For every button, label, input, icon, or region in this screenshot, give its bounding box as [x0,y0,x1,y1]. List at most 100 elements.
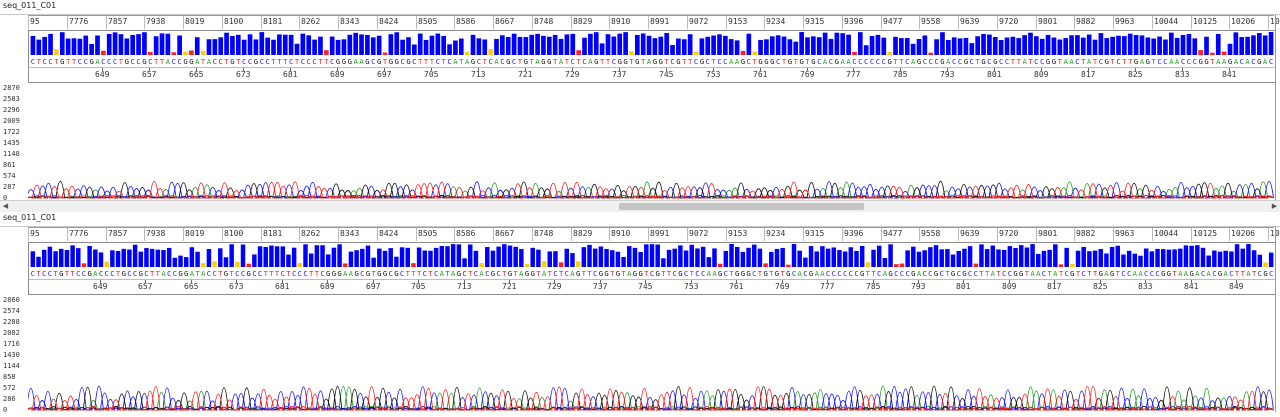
base-call[interactable]: G [676,57,680,66]
base-call[interactable]: G [1189,269,1193,278]
base-call[interactable]: C [803,269,807,278]
base-call[interactable]: T [1017,57,1022,66]
base-call[interactable]: T [430,57,435,66]
base-call[interactable]: G [763,269,767,278]
base-call[interactable]: C [76,269,80,278]
base-call[interactable]: C [837,269,841,278]
base-call[interactable]: G [383,269,387,278]
base-call[interactable]: T [65,269,70,278]
base-call[interactable]: A [815,269,820,278]
base-call[interactable]: G [993,57,997,66]
base-call[interactable]: C [1212,269,1216,278]
base-call[interactable]: G [741,269,745,278]
base-call[interactable]: T [315,269,320,278]
base-call[interactable]: C [177,57,181,66]
base-call[interactable]: C [412,57,416,66]
base-call[interactable]: G [1167,269,1171,278]
base-call[interactable]: C [512,57,516,66]
base-call[interactable]: C [724,269,728,278]
base-call[interactable]: T [1252,269,1257,278]
base-call[interactable]: C [500,57,504,66]
base-call[interactable]: C [1229,269,1233,278]
base-call[interactable]: C [843,269,847,278]
base-call[interactable]: C [212,269,216,278]
base-call[interactable]: C [1269,269,1273,278]
base-call[interactable]: C [701,269,705,278]
base-call[interactable]: T [576,57,581,66]
base-call[interactable]: C [1157,57,1161,66]
base-call[interactable]: G [125,57,129,66]
base-call[interactable]: G [457,269,461,278]
base-call[interactable]: C [876,57,880,66]
base-call[interactable]: C [241,269,245,278]
base-call[interactable]: G [1228,57,1232,66]
base-call[interactable]: G [59,269,63,278]
base-call[interactable]: T [1241,269,1246,278]
base-call[interactable]: T [711,57,716,66]
base-call[interactable]: C [173,269,177,278]
base-call[interactable]: C [172,57,176,66]
base-call[interactable]: C [303,269,307,278]
base-call[interactable]: A [1169,57,1174,66]
base-call[interactable]: G [940,57,944,66]
base-call[interactable]: G [1052,57,1056,66]
base-call[interactable]: T [1011,57,1016,66]
base-call[interactable]: G [735,269,739,278]
base-call[interactable]: C [144,269,148,278]
base-call[interactable]: T [229,269,234,278]
base-call[interactable]: A [911,57,916,66]
base-call[interactable]: G [506,57,510,66]
base-call[interactable]: G [508,269,512,278]
base-call[interactable]: G [718,269,722,278]
base-call[interactable]: C [248,57,252,66]
base-call[interactable]: G [1218,269,1222,278]
base-call[interactable]: C [1034,57,1038,66]
base-call[interactable]: A [946,57,951,66]
base-call[interactable]: G [224,269,228,278]
base-call[interactable]: C [694,57,698,66]
base-call[interactable]: T [1025,269,1030,278]
base-call[interactable]: C [289,57,293,66]
base-call[interactable]: G [254,57,258,66]
base-call[interactable]: G [700,57,704,66]
base-call[interactable]: C [131,57,135,66]
base-call[interactable]: G [491,269,495,278]
base-call[interactable]: A [570,269,575,278]
base-call[interactable]: C [934,57,938,66]
base-call[interactable]: T [195,269,200,278]
base-call[interactable]: C [905,269,909,278]
base-call[interactable]: C [854,269,858,278]
chromatogram-trace[interactable] [28,82,1274,200]
base-call[interactable]: A [1053,269,1058,278]
base-call[interactable]: T [621,269,626,278]
base-call[interactable]: A [917,269,922,278]
base-call[interactable]: T [559,269,564,278]
base-call[interactable]: A [95,57,100,66]
base-call[interactable]: T [160,57,165,66]
base-call[interactable]: T [417,269,422,278]
base-call[interactable]: G [616,269,620,278]
base-call[interactable]: C [747,57,751,66]
base-call[interactable]: G [633,269,637,278]
base-call[interactable]: G [888,269,892,278]
base-call[interactable]: T [468,269,473,278]
base-call[interactable]: C [213,57,217,66]
base-call[interactable]: C [922,269,926,278]
base-call[interactable]: C [43,57,47,66]
base-call[interactable]: G [770,57,774,66]
base-call[interactable]: C [582,57,586,66]
base-call[interactable]: C [1144,269,1148,278]
base-call[interactable]: C [1082,269,1086,278]
base-call[interactable]: G [122,269,126,278]
base-call[interactable]: A [1104,269,1109,278]
base-call[interactable]: C [474,269,478,278]
base-call[interactable]: C [571,57,575,66]
base-call[interactable]: A [559,57,564,66]
base-call[interactable]: C [905,57,909,66]
base-call[interactable]: C [852,57,856,66]
scrollbar-thumb[interactable] [619,203,864,210]
base-call[interactable]: C [858,57,862,66]
base-call[interactable]: C [670,57,674,66]
base-call[interactable]: T [286,269,291,278]
base-call[interactable]: C [360,269,364,278]
